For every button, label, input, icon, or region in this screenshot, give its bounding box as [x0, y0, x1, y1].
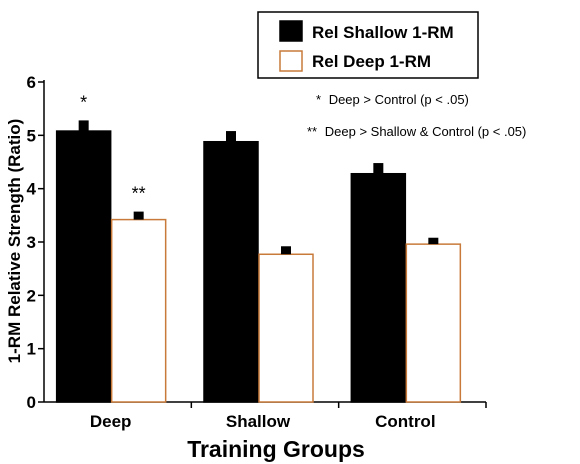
y-tick-label-3: 3: [27, 233, 36, 252]
error-bar-rel-shallow-1-rm-control: [373, 163, 384, 174]
significance-notes: * Deep > Control (p < .05) ** Deep > Sha…: [307, 92, 526, 139]
y-axis-label: 1-RM Relative Strength (Ratio): [5, 119, 24, 364]
bar-rel-shallow-1-rm-deep: [55, 130, 112, 403]
y-ticks: 0 1 2 3 4 5 6: [27, 73, 44, 412]
y-tick-label-1: 1: [27, 340, 36, 359]
error-bar-rel-shallow-1-rm-deep: [78, 120, 89, 132]
bar-rel-shallow-1-rm-shallow: [203, 140, 259, 403]
x-axis-label: Training Groups: [187, 436, 365, 462]
legend-label-rel-deep: Rel Deep 1-RM: [312, 52, 431, 71]
annotations: ***: [80, 92, 146, 203]
significance-marker-2: **: [132, 184, 146, 204]
y-tick-label-4: 4: [27, 180, 37, 199]
y-tick-label-6: 6: [27, 73, 36, 92]
error-bars: [78, 120, 439, 255]
legend-swatch-rel-shallow: [279, 20, 303, 42]
y-tick-label-0: 0: [27, 393, 36, 412]
error-bar-rel-deep-1-rm-control: [428, 237, 439, 245]
note-1: * Deep > Control (p < .05): [316, 92, 469, 107]
y-tick-label-2: 2: [27, 286, 36, 305]
error-bar-rel-deep-1-rm-shallow: [281, 246, 291, 255]
significance-marker-1: *: [80, 92, 87, 112]
legend-label-rel-shallow: Rel Shallow 1-RM: [312, 23, 454, 42]
bar-rel-shallow-1-rm-control: [350, 172, 407, 403]
x-tick-label-deep: Deep: [90, 412, 132, 431]
y-tick-label-5: 5: [27, 126, 36, 145]
x-tick-label-shallow: Shallow: [226, 412, 291, 431]
bars: [55, 130, 462, 403]
x-tick-label-control: Control: [375, 412, 435, 431]
bar-rel-deep-1-rm-deep: [110, 218, 167, 403]
legend: Rel Shallow 1-RM Rel Deep 1-RM: [257, 11, 479, 79]
error-bar-rel-shallow-1-rm-shallow: [226, 131, 236, 142]
bar-rel-deep-1-rm-control: [405, 243, 462, 403]
legend-swatch-rel-deep: [279, 50, 303, 72]
error-bar-rel-deep-1-rm-deep: [133, 211, 144, 220]
note-2: ** Deep > Shallow & Control (p < .05): [307, 124, 526, 139]
bar-rel-deep-1-rm-shallow: [258, 253, 314, 403]
x-ticks: Deep Shallow Control: [90, 402, 487, 431]
